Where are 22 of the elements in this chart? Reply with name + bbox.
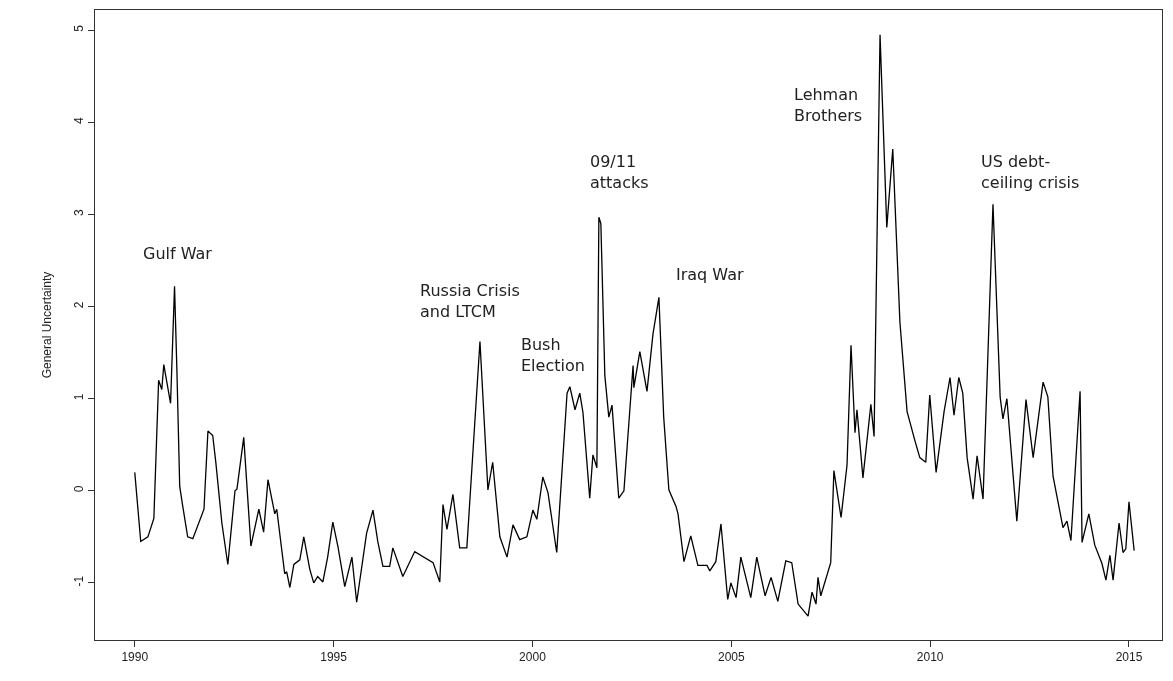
annotation: Lehman Brothers xyxy=(794,85,863,125)
annotation: Iraq War xyxy=(676,265,744,284)
annotation: Gulf War xyxy=(143,244,213,263)
x-tick-label: 2005 xyxy=(717,650,745,665)
y-tick-label: -1 xyxy=(72,575,87,587)
x-tick-label: 1995 xyxy=(320,650,348,665)
x-tick-label: 2010 xyxy=(916,650,944,665)
y-tick-label: 1 xyxy=(72,393,87,401)
x-tick-label: 2015 xyxy=(1115,650,1143,665)
annotation: US debt- ceiling crisis xyxy=(981,152,1080,192)
annotation: Russia Crisis and LTCM xyxy=(420,281,520,321)
y-tick-label: 2 xyxy=(72,301,87,309)
y-tick-label: 5 xyxy=(72,24,87,32)
annotation: Bush Election xyxy=(521,335,585,375)
y-tick-label: 3 xyxy=(72,209,87,217)
y-tick-label: 4 xyxy=(72,116,87,124)
x-tick-label: 1990 xyxy=(121,650,149,665)
x-tick-label: 2000 xyxy=(519,650,547,665)
annotation: 09/11 attacks xyxy=(590,152,649,192)
y-axis-title: General Uncertainty xyxy=(39,271,54,379)
y-tick-label: 0 xyxy=(72,485,87,493)
line-series xyxy=(134,34,1135,617)
